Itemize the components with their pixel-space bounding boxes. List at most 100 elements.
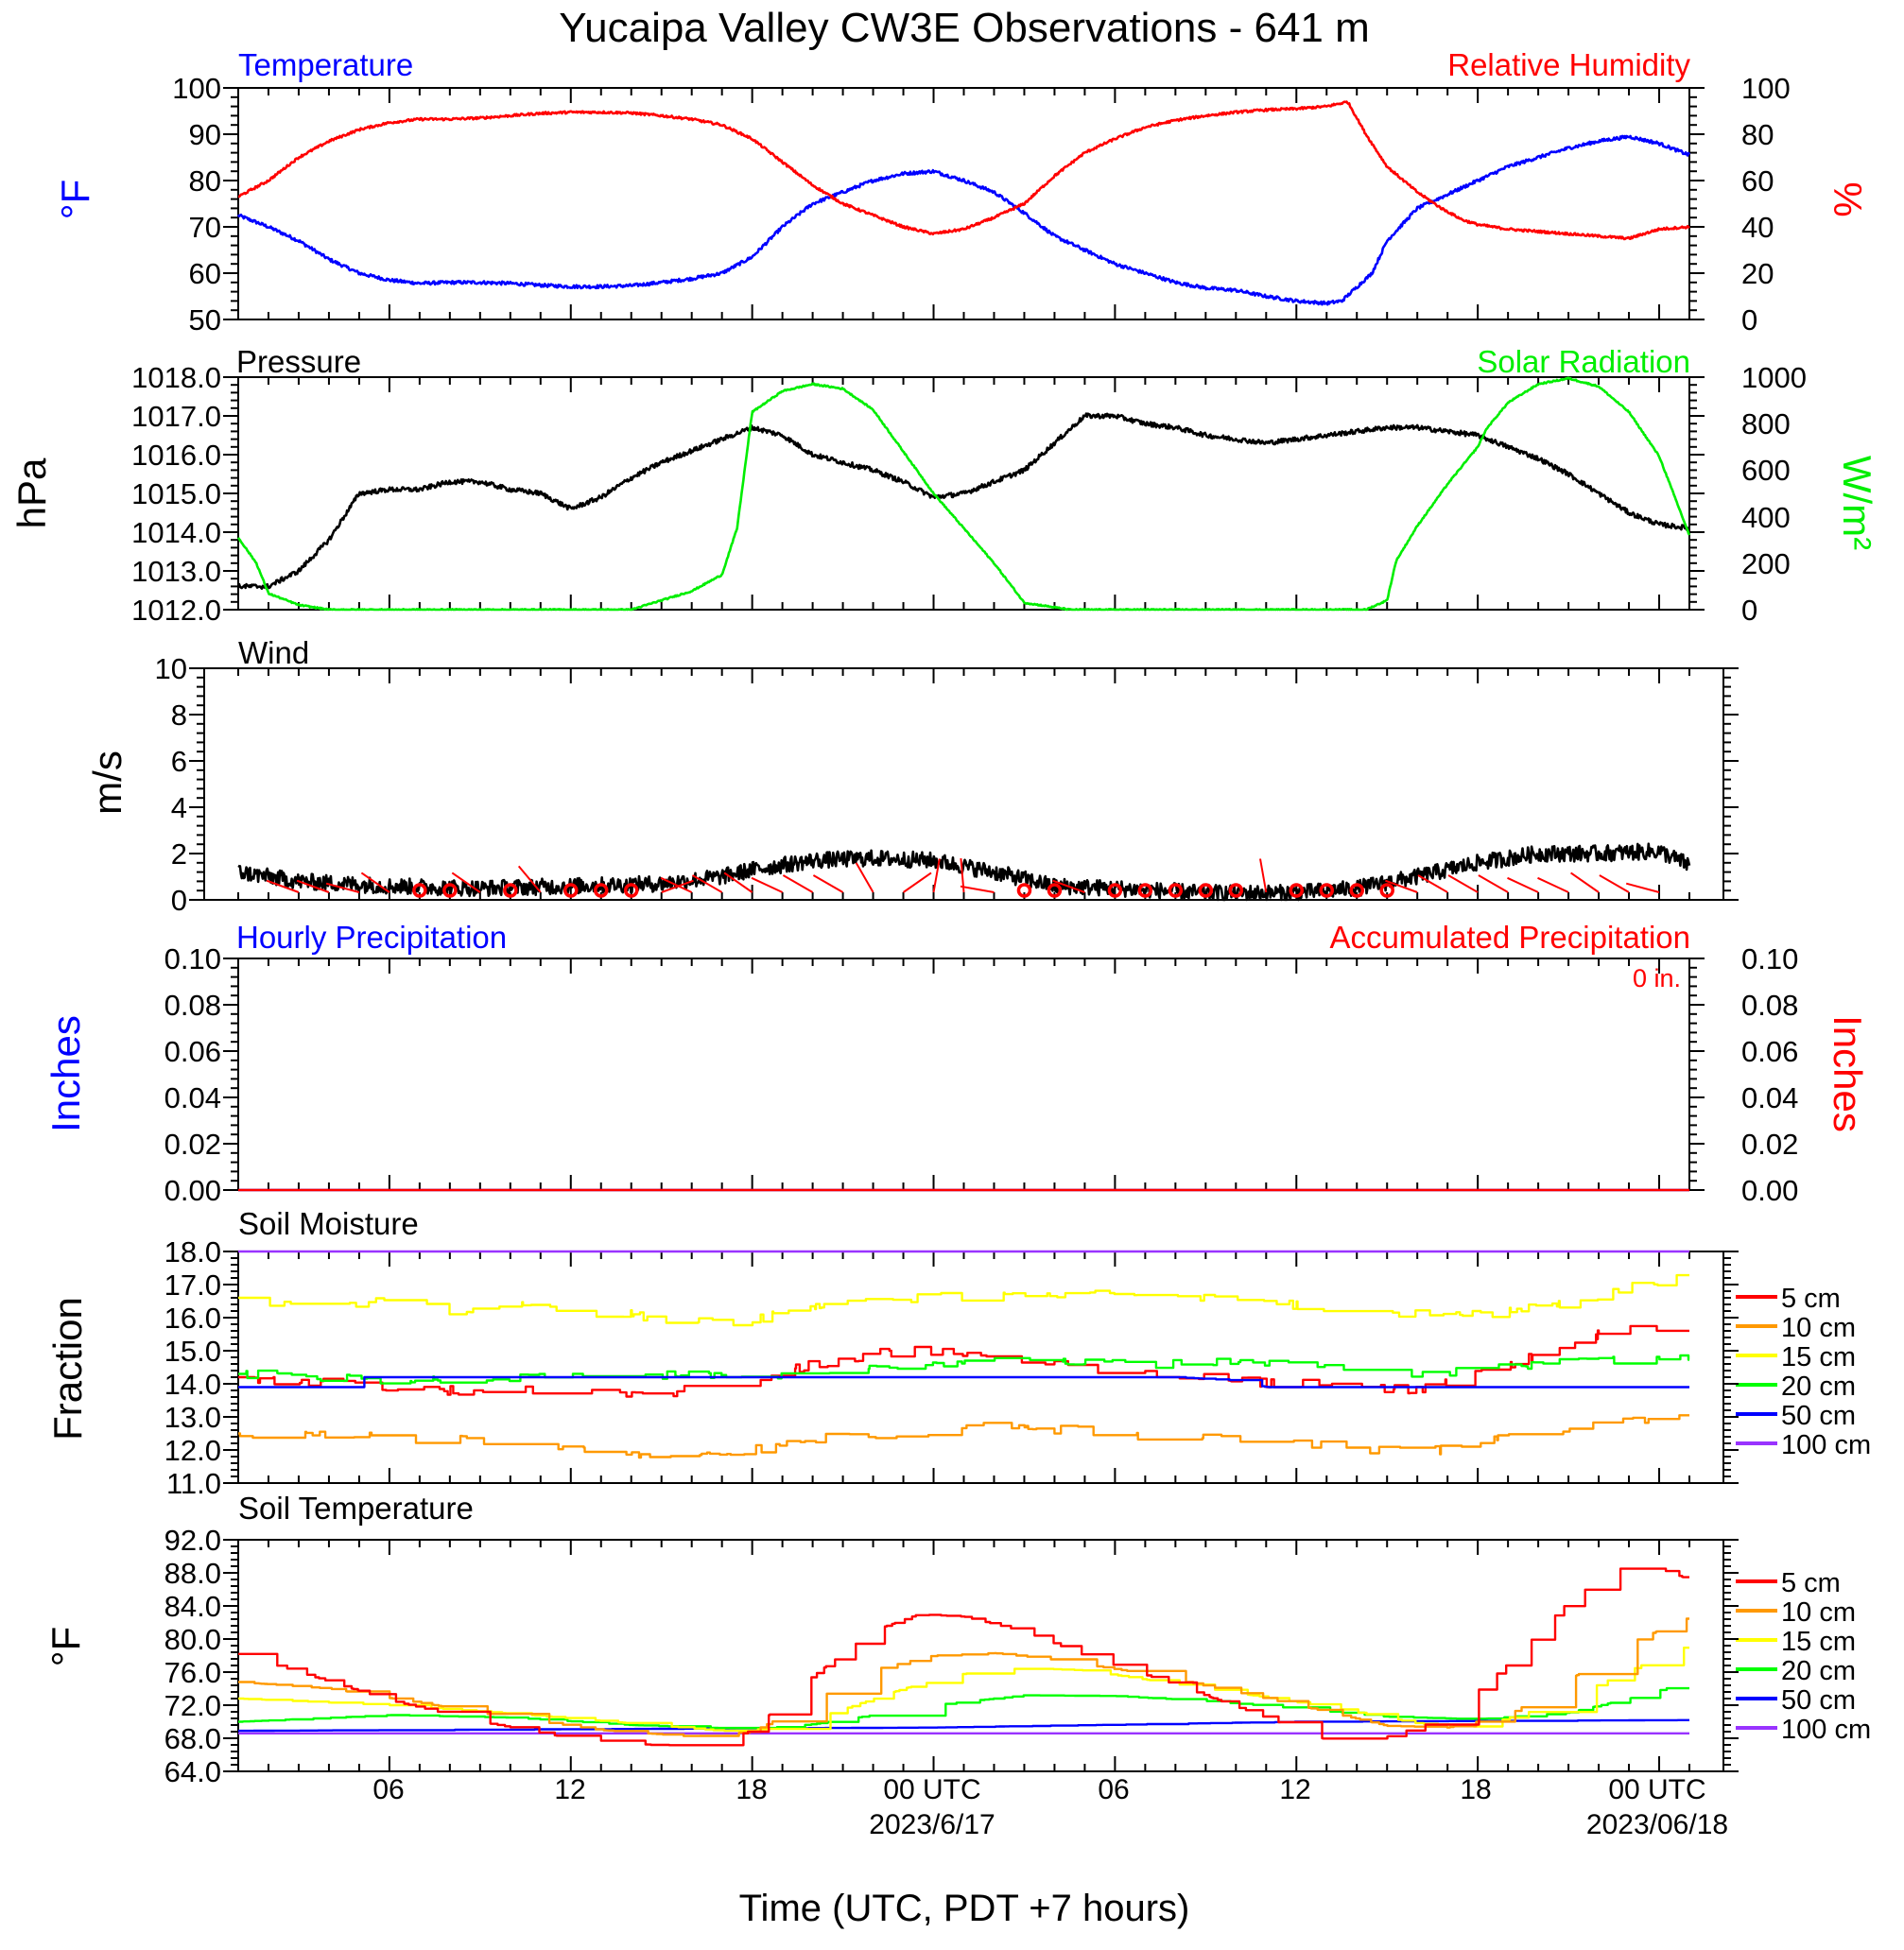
calm-wind-circle bbox=[1319, 883, 1334, 898]
calm-wind-circle bbox=[1137, 883, 1153, 898]
solar-title: Solar Radiation bbox=[1477, 344, 1690, 379]
legend-label: 15 cm bbox=[1781, 1342, 1856, 1372]
x-axis-label: Time (UTC, PDT +7 hours) bbox=[739, 1888, 1190, 1929]
wind-barb bbox=[1447, 874, 1479, 893]
wind-barb bbox=[855, 862, 874, 893]
wind-barb bbox=[1417, 874, 1448, 893]
y-tick-label: 100 bbox=[172, 72, 221, 105]
y-tick-label: 0.02 bbox=[164, 1128, 221, 1161]
legend-label: 10 cm bbox=[1781, 1597, 1856, 1628]
y-tick-label: 4 bbox=[171, 791, 187, 824]
chart-title: Yucaipa Valley CW3E Observations - 641 m bbox=[559, 5, 1370, 51]
d5-series-line bbox=[237, 1567, 1690, 1747]
wind-barb bbox=[812, 874, 844, 893]
wind-barb bbox=[960, 885, 995, 893]
y-tick-label: 70 bbox=[189, 211, 221, 244]
wind-barb bbox=[932, 858, 941, 893]
y-tick-label: 0.04 bbox=[164, 1081, 221, 1114]
wind-barb bbox=[1478, 874, 1509, 893]
accum-precip-title: Accumulated Precipitation bbox=[1329, 920, 1690, 955]
y2-tick-label: 20 bbox=[1741, 257, 1774, 290]
y-tick-label: 10 bbox=[155, 652, 187, 685]
y-tick-label: 0.10 bbox=[164, 942, 221, 975]
y-tick-label: 0.06 bbox=[164, 1035, 221, 1068]
y2-tick-label: 0 bbox=[1741, 303, 1757, 337]
y-tick-label: 68.0 bbox=[164, 1722, 221, 1755]
calm-wind-circle bbox=[1107, 883, 1123, 898]
calm-wind-circle bbox=[1047, 883, 1063, 898]
wind-barb bbox=[266, 879, 300, 893]
d50-series-line bbox=[237, 1718, 1690, 1733]
y-tick-label: 60 bbox=[189, 257, 221, 290]
soil-moisture-legend: 5 cm 10 cm 15 cm 20 cm 50 cm 100 cm bbox=[1736, 1284, 1871, 1460]
d20-series-line bbox=[237, 1354, 1690, 1385]
temperature-axis-label: °F bbox=[53, 180, 97, 219]
calm-wind-circle bbox=[412, 883, 427, 898]
accum-precip-annotation: 0 in. bbox=[1633, 964, 1681, 992]
calm-wind-circle bbox=[623, 883, 639, 898]
y2-tick-label: 0.08 bbox=[1741, 989, 1798, 1022]
y-tick-label: 76.0 bbox=[164, 1656, 221, 1689]
y-tick-label: 1017.0 bbox=[131, 400, 221, 433]
humidity-title: Relative Humidity bbox=[1447, 47, 1690, 82]
humidity-series-line bbox=[237, 100, 1690, 241]
wind-barb bbox=[1570, 871, 1600, 893]
wind-barb bbox=[296, 879, 330, 893]
calm-wind-circle bbox=[1289, 883, 1305, 898]
wind-barb bbox=[1537, 876, 1569, 893]
y2-tick-label: 0.06 bbox=[1741, 1035, 1798, 1068]
pressure-title: Pressure bbox=[236, 344, 361, 379]
soil-temperature-panel: Soil Temperature °F 64.0 68.0 72.0 76.0 … bbox=[43, 1491, 1871, 1788]
soil-temperature-legend: 5 cm 10 cm 15 cm 20 cm 50 cm 100 cm bbox=[1736, 1568, 1871, 1745]
wind-barb bbox=[517, 865, 542, 893]
calm-wind-circle bbox=[1016, 883, 1032, 898]
soil-moisture-title: Soil Moisture bbox=[238, 1206, 419, 1241]
calm-wind-circle bbox=[1349, 883, 1364, 898]
wind-barb bbox=[1507, 876, 1539, 893]
wind-panel: Wind m/s 0 2 4 6 8 10 bbox=[85, 635, 309, 917]
y2-tick-label: 40 bbox=[1741, 211, 1774, 244]
precipitation-panel: Hourly Precipitation Accumulated Precipi… bbox=[43, 920, 1870, 1207]
d10-series-line bbox=[237, 1617, 1690, 1737]
x-tick-label: 06 bbox=[372, 1774, 404, 1805]
y2-tick-label: 80 bbox=[1741, 118, 1774, 151]
x-tick-label: 12 bbox=[554, 1774, 585, 1805]
y-tick-label: 6 bbox=[171, 745, 187, 778]
y2-tick-label: 60 bbox=[1741, 164, 1774, 198]
calm-wind-circle bbox=[1379, 883, 1394, 898]
pressure-series-line bbox=[236, 412, 1690, 590]
y-tick-label: 1018.0 bbox=[131, 361, 221, 394]
legend-label: 5 cm bbox=[1781, 1568, 1841, 1598]
legend-label: 50 cm bbox=[1781, 1401, 1856, 1431]
wind-title: Wind bbox=[238, 635, 309, 670]
calm-wind-circle bbox=[442, 883, 458, 898]
legend-label: 100 cm bbox=[1781, 1430, 1871, 1460]
y-tick-label: 1013.0 bbox=[131, 555, 221, 588]
wind-barb bbox=[691, 874, 723, 893]
legend-label: 50 cm bbox=[1781, 1685, 1856, 1716]
y2-tick-label: 1000 bbox=[1741, 361, 1807, 394]
wind-barb bbox=[751, 876, 784, 893]
d10-series-line bbox=[237, 1414, 1690, 1459]
y-tick-label: 8 bbox=[171, 699, 187, 732]
y2-tick-label: 0 bbox=[1741, 594, 1757, 627]
hourly-precip-axis-label: Inches bbox=[43, 1015, 88, 1132]
wind-axis-label: m/s bbox=[85, 751, 130, 815]
solar-axis-label: W/m² bbox=[1835, 456, 1879, 550]
wind-barb bbox=[1625, 882, 1660, 893]
calm-wind-circle bbox=[594, 883, 609, 898]
legend-label: 20 cm bbox=[1781, 1656, 1856, 1686]
y-tick-label: 64.0 bbox=[164, 1755, 221, 1788]
wind-barb bbox=[1052, 879, 1085, 893]
y-tick-label: 1016.0 bbox=[131, 439, 221, 472]
y-tick-label: 15.0 bbox=[164, 1335, 221, 1368]
wind-barb bbox=[1599, 874, 1630, 893]
calm-wind-circle bbox=[503, 883, 518, 898]
calm-wind-circle bbox=[1198, 883, 1214, 898]
plot-layer bbox=[189, 87, 1739, 1772]
soilt-frame bbox=[237, 1539, 1724, 1772]
wind-barb bbox=[325, 882, 360, 893]
wind-barb bbox=[660, 876, 693, 893]
hourly-precip-title: Hourly Precipitation bbox=[236, 920, 507, 955]
